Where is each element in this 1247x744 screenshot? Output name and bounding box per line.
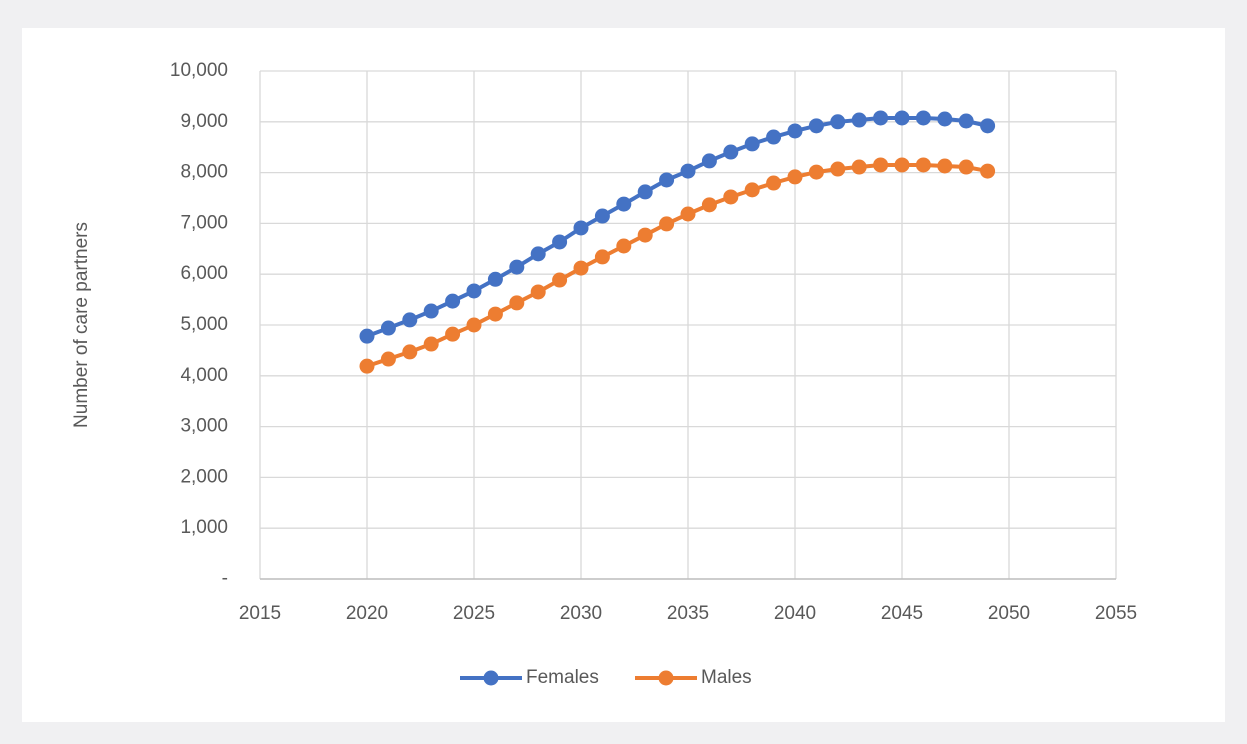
- y-tick-label: 10,000: [170, 60, 228, 81]
- data-point: [937, 111, 953, 127]
- x-tick-label: 2040: [774, 603, 816, 624]
- chart-panel: [22, 28, 1225, 722]
- data-point: [487, 271, 503, 287]
- y-axis-label: Number of care partners: [71, 222, 92, 428]
- data-point: [509, 295, 525, 311]
- data-point: [637, 227, 653, 243]
- data-point: [723, 144, 739, 160]
- data-point: [616, 196, 632, 212]
- x-tick-label: 2020: [346, 603, 388, 624]
- data-point: [466, 283, 482, 299]
- data-point: [915, 157, 931, 173]
- y-tick-label: 9,000: [180, 111, 228, 132]
- data-point: [402, 344, 418, 360]
- legend-label: Females: [526, 667, 599, 688]
- legend-marker: [483, 670, 499, 686]
- y-tick-label: 8,000: [180, 162, 228, 183]
- x-tick-label: 2050: [988, 603, 1030, 624]
- data-point: [659, 216, 675, 232]
- data-point: [509, 259, 525, 275]
- data-point: [958, 159, 974, 175]
- data-point: [573, 260, 589, 276]
- y-tick-label: 6,000: [180, 263, 228, 284]
- data-point: [851, 112, 867, 128]
- data-point: [402, 312, 418, 328]
- data-point: [445, 293, 461, 309]
- data-point: [744, 136, 760, 152]
- data-point: [466, 317, 482, 333]
- data-point: [766, 129, 782, 145]
- data-point: [937, 158, 953, 174]
- data-point: [873, 157, 889, 173]
- data-point: [530, 246, 546, 262]
- data-point: [894, 157, 910, 173]
- data-point: [787, 123, 803, 139]
- data-point: [594, 249, 610, 265]
- data-point: [830, 114, 846, 130]
- x-tick-label: 2035: [667, 603, 709, 624]
- data-point: [766, 175, 782, 191]
- data-point: [359, 358, 375, 374]
- y-tick-label: 2,000: [180, 466, 228, 487]
- data-point: [744, 182, 760, 198]
- x-tick-label: 2030: [560, 603, 602, 624]
- data-point: [808, 118, 824, 134]
- data-point: [359, 328, 375, 344]
- data-point: [380, 320, 396, 336]
- data-point: [851, 159, 867, 175]
- y-tick-label: 5,000: [180, 314, 228, 335]
- x-tick-label: 2045: [881, 603, 923, 624]
- data-point: [573, 220, 589, 236]
- x-tick-label: 2055: [1095, 603, 1137, 624]
- legend-marker: [658, 670, 674, 686]
- y-tick-label: 4,000: [180, 365, 228, 386]
- y-tick-label: 3,000: [180, 416, 228, 437]
- data-point: [787, 169, 803, 185]
- data-point: [659, 172, 675, 188]
- data-point: [423, 303, 439, 319]
- data-point: [701, 153, 717, 169]
- data-point: [894, 110, 910, 126]
- y-tick-label: -: [222, 568, 228, 589]
- data-point: [616, 238, 632, 254]
- data-point: [873, 110, 889, 126]
- y-tick-label: 7,000: [180, 212, 228, 233]
- x-tick-label: 2025: [453, 603, 495, 624]
- data-point: [423, 336, 439, 352]
- data-point: [701, 197, 717, 213]
- x-tick-label: 2015: [239, 603, 281, 624]
- data-point: [530, 284, 546, 300]
- legend-label: Males: [701, 667, 752, 688]
- data-point: [487, 306, 503, 322]
- data-point: [594, 208, 610, 224]
- data-point: [980, 163, 996, 179]
- data-point: [552, 272, 568, 288]
- data-point: [680, 206, 696, 222]
- data-point: [723, 189, 739, 205]
- data-point: [808, 164, 824, 180]
- data-point: [637, 184, 653, 200]
- data-point: [830, 161, 846, 177]
- data-point: [680, 163, 696, 179]
- data-point: [915, 110, 931, 126]
- data-point: [380, 351, 396, 367]
- y-tick-label: 1,000: [180, 517, 228, 538]
- data-point: [980, 118, 996, 134]
- data-point: [445, 326, 461, 342]
- data-point: [958, 113, 974, 129]
- data-point: [552, 234, 568, 250]
